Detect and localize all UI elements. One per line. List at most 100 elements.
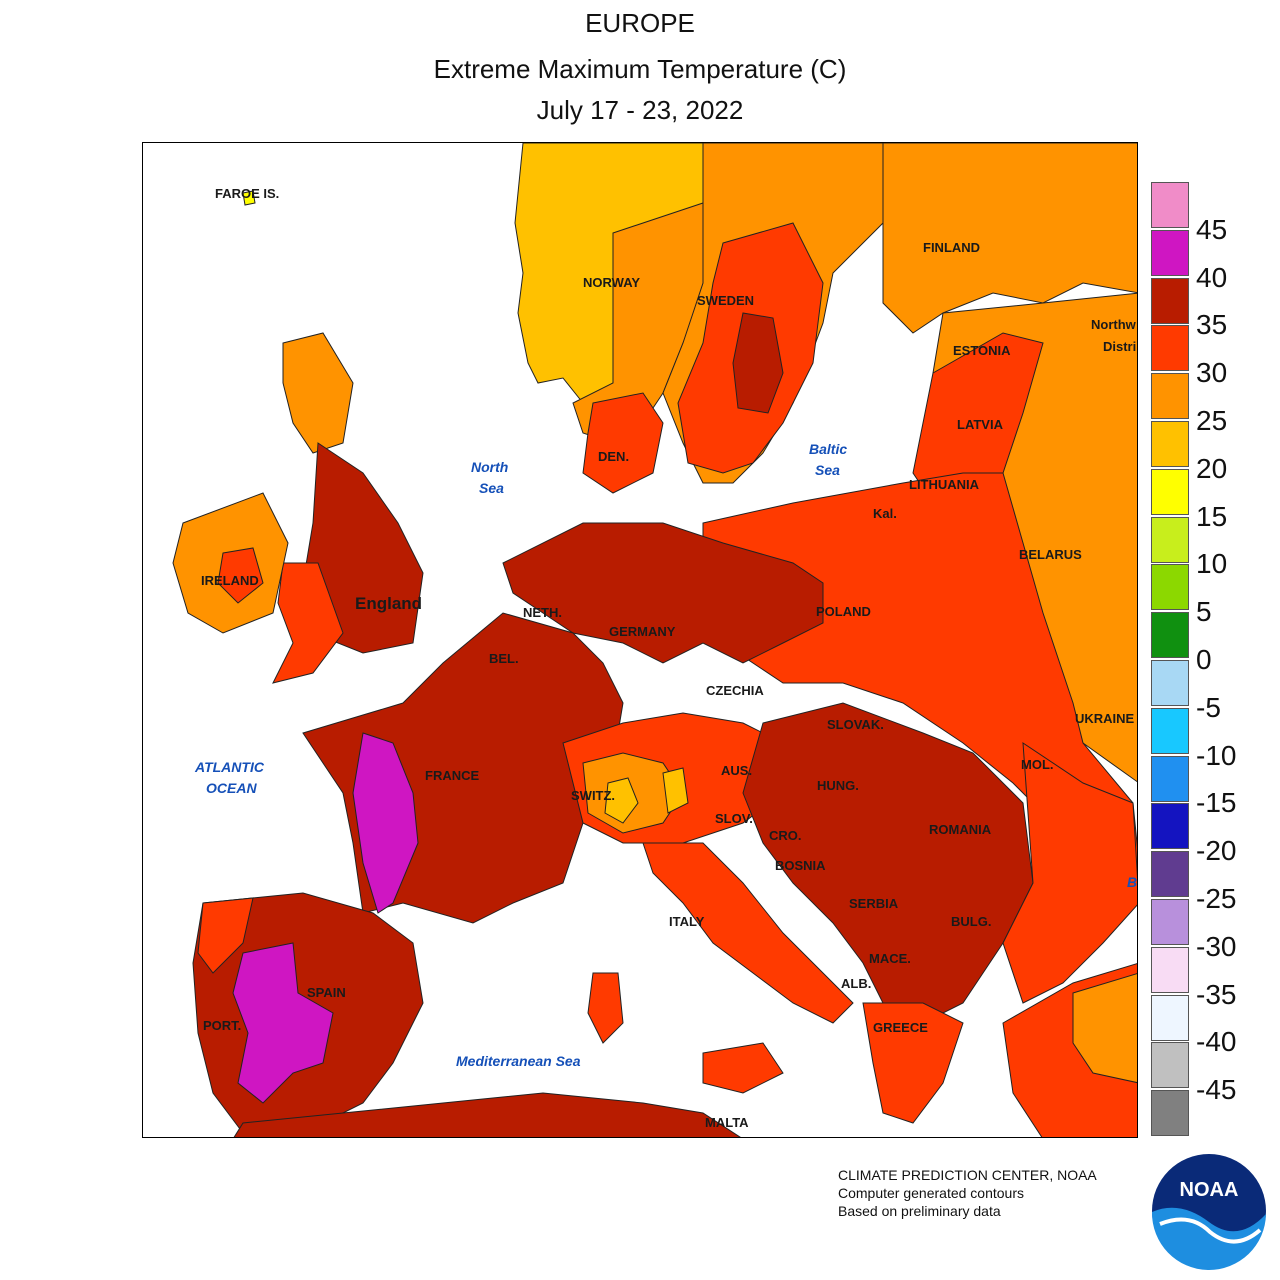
legend-swatch — [1151, 277, 1189, 324]
legend-tick-label: 35 — [1196, 309, 1228, 341]
region-spain-purple — [232, 942, 334, 1104]
region-finland — [882, 143, 1137, 334]
region-italy — [642, 842, 854, 1024]
label-estonia: ESTONIA — [953, 343, 1011, 358]
region-denmark — [582, 392, 664, 494]
label-albania: ALB. — [841, 976, 871, 991]
legend-tick-label: 5 — [1196, 596, 1212, 628]
label-north-sea-1: North — [471, 459, 508, 475]
label-england: England — [355, 594, 422, 613]
label-sweden: SWEDEN — [697, 293, 754, 308]
credit-line-2: Computer generated contours — [838, 1185, 1024, 1201]
legend-swatch — [1151, 325, 1189, 372]
label-serbia: SERBIA — [849, 896, 899, 911]
legend-swatch — [1151, 755, 1189, 802]
label-greece: GREECE — [873, 1020, 928, 1035]
label-northw: Northw — [1091, 317, 1137, 332]
region-wales-sw — [272, 562, 344, 684]
legend-swatch — [1151, 229, 1189, 276]
legend-tick-label: -20 — [1196, 835, 1237, 867]
credit-block: CLIMATE PREDICTION CENTER, NOAA Computer… — [838, 1166, 1097, 1220]
temperature-map: FAROE IS. NORWAY SWEDEN FINLAND ESTONIA … — [142, 142, 1138, 1138]
label-croatia: CRO. — [769, 828, 802, 843]
map-variable: Extreme Maximum Temperature (C) — [433, 54, 847, 84]
label-slovenia: SLOV. — [715, 811, 753, 826]
label-denmark: DEN. — [598, 449, 629, 464]
region-romania-east — [1002, 742, 1137, 1004]
label-portugal: PORT. — [203, 1018, 241, 1033]
legend-tick-label: 10 — [1196, 548, 1228, 580]
map-title: EUROPE — [585, 8, 695, 38]
label-distri: Distri — [1103, 339, 1136, 354]
label-b: B — [1127, 874, 1137, 890]
label-baltic-sea-2: Sea — [815, 462, 840, 478]
label-netherlands: NETH. — [523, 605, 562, 620]
region-england — [302, 442, 424, 654]
region-greece — [862, 1002, 964, 1124]
region-france-purple — [352, 732, 419, 914]
legend-swatch — [1151, 994, 1189, 1041]
legend-swatch — [1151, 899, 1189, 945]
credit-line-3: Based on preliminary data — [838, 1203, 1001, 1219]
label-bulgaria: BULG. — [951, 914, 991, 929]
label-belarus: BELARUS — [1019, 547, 1082, 562]
region-turkey-cool — [1072, 973, 1137, 1084]
label-ukraine: UKRAINE — [1075, 711, 1135, 726]
legend-swatch — [1151, 1090, 1189, 1137]
region-faroe — [242, 190, 256, 206]
credit-line-1: CLIMATE PREDICTION CENTER, NOAA — [838, 1167, 1097, 1183]
label-bosnia: BOSNIA — [775, 858, 826, 873]
legend-tick-label: 45 — [1196, 213, 1228, 245]
label-norway: NORWAY — [583, 275, 640, 290]
legend-tick-label: -35 — [1196, 978, 1237, 1010]
region-north-africa — [233, 1092, 741, 1137]
legend-tick-label: -45 — [1196, 1074, 1237, 1106]
label-italy: ITALY — [669, 914, 705, 929]
label-ireland: IRELAND — [201, 573, 259, 588]
legend-tick-label: -25 — [1196, 883, 1237, 914]
legend-swatch — [1151, 373, 1189, 420]
legend-tick-label: -40 — [1196, 1026, 1237, 1058]
label-france: FRANCE — [425, 768, 479, 783]
label-faroe: FAROE IS. — [215, 186, 279, 201]
legend-swatch — [1151, 1042, 1189, 1089]
legend-tick-label: 0 — [1196, 644, 1212, 675]
legend-tick-label: -15 — [1196, 787, 1237, 819]
label-atlantic-1: ATLANTIC — [194, 759, 265, 775]
label-baltic-sea-1: Baltic — [809, 441, 847, 457]
legend-swatch — [1151, 612, 1189, 659]
legend-tick-label: 15 — [1196, 500, 1228, 532]
label-north-sea-2: Sea — [479, 480, 504, 496]
label-austria: AUS. — [721, 763, 752, 778]
region-scotland — [282, 332, 354, 454]
label-atlantic-2: OCEAN — [206, 780, 257, 796]
region-iberia-north — [197, 897, 254, 974]
label-moldova: MOL. — [1021, 757, 1054, 772]
label-switzerland: SWITZ. — [571, 788, 615, 803]
region-sardinia — [587, 972, 624, 1044]
region-ireland-hot — [217, 547, 264, 604]
region-alps-coolest — [604, 777, 639, 824]
region-sweden-core — [732, 312, 784, 414]
label-spain: SPAIN — [307, 985, 346, 1000]
label-germany: GERMANY — [609, 624, 676, 639]
map-period: July 17 - 23, 2022 — [536, 95, 744, 125]
legend-tick-label: -10 — [1196, 739, 1237, 771]
legend-swatch — [1151, 660, 1189, 706]
legend-swatch — [1151, 803, 1189, 850]
map-canvas: FAROE IS. NORWAY SWEDEN FINLAND ESTONIA … — [172, 143, 1137, 1137]
legend-tick-label: 30 — [1196, 357, 1228, 389]
label-poland: POLAND — [816, 604, 871, 619]
legend-swatch — [1151, 851, 1189, 898]
legend-swatch — [1151, 468, 1189, 515]
legend-swatch — [1151, 707, 1189, 754]
legend-swatch — [1151, 516, 1189, 563]
legend-tick-label: 25 — [1196, 405, 1228, 436]
legend-swatch — [1151, 946, 1189, 993]
label-lithuania: LITHUANIA — [909, 477, 980, 492]
label-macedonia: MACE. — [869, 951, 911, 966]
legend-tick-label: 20 — [1196, 452, 1228, 484]
legend-swatch — [1151, 182, 1189, 228]
label-finland: FINLAND — [923, 240, 980, 255]
label-romania: ROMANIA — [929, 822, 992, 837]
